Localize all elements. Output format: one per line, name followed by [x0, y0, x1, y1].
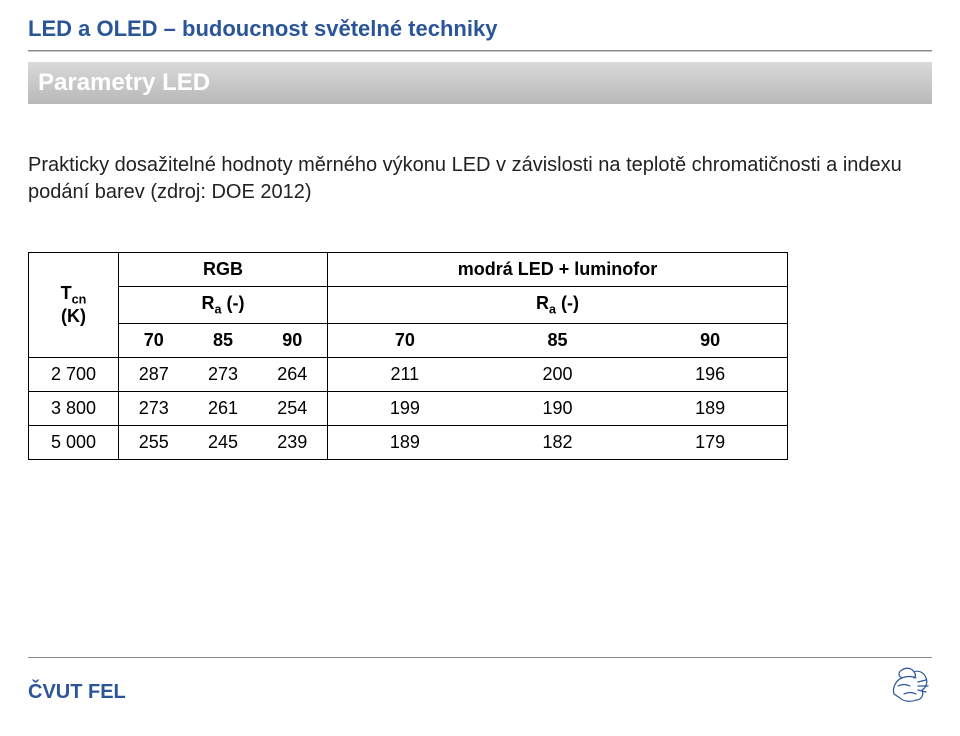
table-col: 85: [482, 323, 634, 357]
table-col: 90: [257, 323, 327, 357]
footer-text: ČVUT FEL: [28, 681, 126, 704]
table-header-row: Tcn(K) RGB modrá LED + luminofor: [29, 253, 788, 287]
table-row: 2 700 287 273 264 211 200 196: [29, 357, 788, 391]
table-cell: 3 800: [29, 391, 119, 425]
table-cell: 2 700: [29, 357, 119, 391]
led-performance-table: Tcn(K) RGB modrá LED + luminofor Ra (-) …: [28, 252, 788, 460]
table-cell: 196: [633, 357, 787, 391]
table-cell: 179: [633, 425, 787, 459]
table-col: 70: [119, 323, 189, 357]
table-cell: 245: [189, 425, 258, 459]
table-group-b: modrá LED + luminofor: [328, 253, 788, 287]
footer-rule: [28, 657, 932, 658]
footer-row: ČVUT FEL: [28, 664, 932, 704]
table-cell: 239: [257, 425, 327, 459]
document-title: LED a OLED – budoucnost světelné technik…: [28, 12, 932, 48]
table-cell: 190: [482, 391, 634, 425]
table-cell: 182: [482, 425, 634, 459]
table-row: 5 000 255 245 239 189 182 179: [29, 425, 788, 459]
table-cell: 287: [119, 357, 189, 391]
table-cell: 199: [328, 391, 482, 425]
page-footer: ČVUT FEL: [28, 657, 932, 704]
section-bar: Parametry LED: [28, 62, 932, 104]
table-subheader-row: Ra (-) Ra (-): [29, 287, 788, 324]
data-table-container: Tcn(K) RGB modrá LED + luminofor Ra (-) …: [28, 252, 788, 460]
table-cell: 5 000: [29, 425, 119, 459]
table-cell: 189: [328, 425, 482, 459]
section-title: Parametry LED: [38, 69, 210, 97]
title-rule: [28, 50, 932, 52]
table-cell: 255: [119, 425, 189, 459]
table-cell: 211: [328, 357, 482, 391]
page: LED a OLED – budoucnost světelné technik…: [0, 0, 960, 736]
table-row-header: Tcn(K): [29, 253, 119, 358]
table-cell: 189: [633, 391, 787, 425]
table-cell: 254: [257, 391, 327, 425]
table-cell: 200: [482, 357, 634, 391]
table-cell: 264: [257, 357, 327, 391]
table-col: 85: [189, 323, 258, 357]
table-subheader-b: Ra (-): [328, 287, 788, 324]
table-col: 90: [633, 323, 787, 357]
table-cell: 261: [189, 391, 258, 425]
table-cell: 273: [119, 391, 189, 425]
table-cols-row: 70 85 90 70 85 90: [29, 323, 788, 357]
lion-logo-icon: [888, 664, 932, 704]
table-group-a: RGB: [119, 253, 328, 287]
table-cell: 273: [189, 357, 258, 391]
table-subheader-a: Ra (-): [119, 287, 328, 324]
table-col: 70: [328, 323, 482, 357]
intro-paragraph: Prakticky dosažitelné hodnoty měrného vý…: [28, 152, 908, 206]
table-row: 3 800 273 261 254 199 190 189: [29, 391, 788, 425]
